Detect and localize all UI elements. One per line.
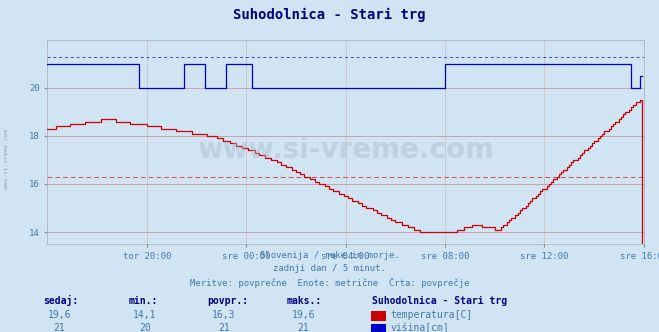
Text: min.:: min.: [129, 296, 158, 306]
Text: 21: 21 [297, 323, 309, 332]
Text: www.si-vreme.com: www.si-vreme.com [197, 136, 494, 164]
Text: Meritve: povprečne  Enote: metrične  Črta: povprečje: Meritve: povprečne Enote: metrične Črta:… [190, 277, 469, 288]
Text: Slovenija / reke in morje.: Slovenija / reke in morje. [260, 251, 399, 260]
Text: 21: 21 [53, 323, 65, 332]
Text: 19,6: 19,6 [47, 310, 71, 320]
Text: Suhodolnica - Stari trg: Suhodolnica - Stari trg [233, 8, 426, 23]
Text: zadnji dan / 5 minut.: zadnji dan / 5 minut. [273, 264, 386, 273]
Text: 19,6: 19,6 [291, 310, 315, 320]
Text: sedaj:: sedaj: [43, 295, 78, 306]
Text: višina[cm]: višina[cm] [390, 323, 449, 332]
Text: www.si-vreme.com: www.si-vreme.com [4, 129, 9, 189]
Text: 21: 21 [218, 323, 230, 332]
Text: 16,3: 16,3 [212, 310, 236, 320]
Text: 14,1: 14,1 [133, 310, 157, 320]
Text: 20: 20 [139, 323, 151, 332]
Text: povpr.:: povpr.: [208, 296, 248, 306]
Text: Suhodolnica - Stari trg: Suhodolnica - Stari trg [372, 296, 507, 306]
Text: temperatura[C]: temperatura[C] [390, 310, 473, 320]
Text: maks.:: maks.: [287, 296, 322, 306]
